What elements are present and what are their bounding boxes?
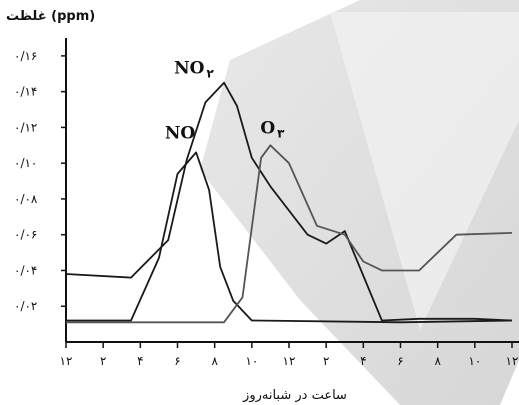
y-tick-label: ۰/۱۲ <box>14 120 37 134</box>
series-line-no <box>66 151 513 324</box>
series-label-main: O <box>260 118 275 138</box>
series-line-o3 <box>66 144 513 324</box>
x-tick-label: ۶ <box>397 354 403 368</box>
x-tick-label: ۱۰ <box>245 354 258 368</box>
series-label-no: NO <box>165 123 196 143</box>
y-ticks: ۰/۰۲ ۰/۰۴ ۰/۰۶ ۰/۰۸ ۰/۱۰ ۰/۱۲ ۰/۱۴ ۰/۱۶ <box>14 49 66 313</box>
y-tick-label: ۰/۱۶ <box>14 49 37 63</box>
background-shade-light <box>330 12 519 330</box>
x-tick-label: ۸ <box>211 354 218 368</box>
x-tick-label: ۶ <box>174 354 180 368</box>
y-tick-label: ۰/۰۸ <box>14 192 38 206</box>
series-label-no2: NO ۲ <box>174 59 214 81</box>
x-tick-label: ۸ <box>434 354 441 368</box>
series-line-no2 <box>65 81 513 322</box>
x-tick-label: ۱۰ <box>468 354 481 368</box>
series-label-main: NO <box>174 59 205 79</box>
y-tick-label: ۰/۰۲ <box>14 299 37 313</box>
y-axis-label: غلظت (ppm) <box>6 9 95 24</box>
x-tick-label: ۱۲ <box>506 354 519 368</box>
y-tick-label: ۰/۰۴ <box>14 263 37 277</box>
x-tick-label: ۱۲ <box>60 354 73 368</box>
x-tick-label: ۴ <box>360 354 366 368</box>
series-lines <box>65 81 513 324</box>
x-tick-label: ۱۲ <box>283 354 296 368</box>
x-tick-label: ۲ <box>323 354 329 368</box>
series-label-main: NO <box>165 123 196 143</box>
y-tick-label: ۰/۱۴ <box>14 85 37 99</box>
y-tick-label: ۰/۱۰ <box>14 156 37 170</box>
y-tick-label: ۰/۰۶ <box>14 228 37 242</box>
series-label-subscript: ۲ <box>206 67 214 81</box>
x-ticks: ۱۲ ۲ ۴ ۶ ۸ ۱۰ ۱۲ ۲ ۴ ۶ ۸ ۱۰ ۱۲ <box>60 342 519 368</box>
x-tick-label: ۲ <box>100 354 106 368</box>
x-axis-label: ساعت در شبانه‌روز <box>242 388 347 403</box>
series-label-subscript: ۳ <box>277 126 285 140</box>
x-tick-label: ۴ <box>137 354 143 368</box>
